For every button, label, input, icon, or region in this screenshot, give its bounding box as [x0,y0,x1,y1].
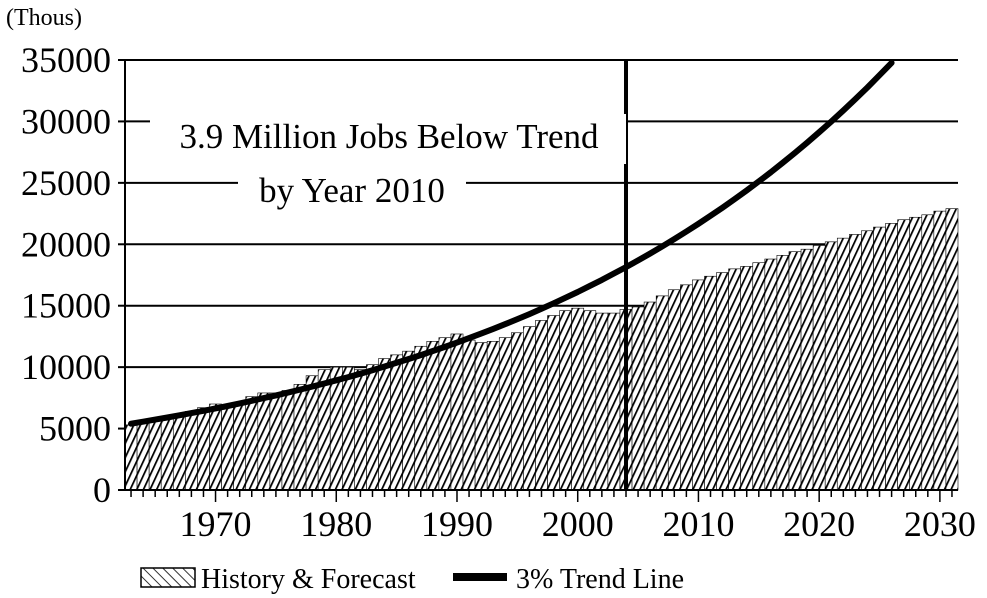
bar-1974 [257,392,271,491]
bar-1970 [209,403,222,491]
bar-2027 [897,219,911,491]
bar-2017 [776,255,790,491]
bar-1963 [124,424,138,491]
legend: History & Forecast 3% Trend Line [140,564,684,595]
bar-1992 [474,342,488,491]
bar-2013 [728,268,741,491]
bar-2003 [607,312,621,491]
bar-2016 [764,258,778,491]
bar-1999 [559,310,572,491]
x-tick-label-2020: 2020 [783,504,855,544]
bar-2000 [571,307,585,491]
bar-2020 [812,245,826,491]
bar-1968 [185,411,198,491]
bar-2021 [824,241,838,491]
bar-2001 [583,310,597,491]
bar-1996 [523,326,536,491]
bar-1966 [160,415,174,491]
bar-1978 [305,375,319,491]
bar-1987 [414,345,428,491]
bar-2009 [680,284,693,491]
bar-2022 [836,237,850,491]
bar-2008 [667,289,681,491]
x-tick-label-1990: 1990 [421,504,493,544]
y-tick-label-10000: 10000 [21,347,111,387]
y-tick-label-20000: 20000 [21,224,111,264]
bar-2023 [849,234,862,491]
x-tick-label-2000: 2000 [542,504,614,544]
bar-1986 [402,350,416,491]
y-tick-label-30000: 30000 [21,101,111,141]
bar-1969 [197,407,210,491]
y-tick-label-25000: 25000 [21,163,111,203]
bar-2028 [909,216,923,491]
bar-1972 [233,402,247,491]
bar-1975 [269,392,283,491]
bar-1998 [547,315,560,491]
bar-2029 [921,214,935,491]
y-tick-label-35000: 35000 [21,40,111,80]
bar-2010 [692,279,705,491]
bar-2031 [945,208,959,491]
bar-1991 [462,339,476,491]
legend-swatch-trend [453,573,507,581]
bar-2019 [800,248,814,491]
bar-1997 [535,320,548,491]
y-tick-label-0: 0 [93,470,111,510]
bar-2014 [740,266,754,491]
y-axis-ticks: 0 5000 10000 15000 20000 25000 30000 35000 [21,40,125,510]
bar-2011 [704,275,717,491]
bar-2030 [933,210,947,491]
x-tick-label-2030: 2030 [904,504,976,544]
annotation: 3.9 Million Jobs Below Trend by Year 201… [150,114,626,218]
bar-1989 [438,337,452,491]
annotation-line-1: 3.9 Million Jobs Below Trend [179,117,599,156]
bar-2006 [643,301,657,491]
annotation-background-2 [238,168,466,218]
legend-label-trend: 3% Trend Line [516,564,684,595]
bar-2024 [861,230,874,491]
y-tick-label-5000: 5000 [39,409,111,449]
trend-line-3pct [128,59,895,427]
bar-1983 [366,364,379,491]
x-tick-label-1970: 1970 [180,504,252,544]
bar-1976 [281,390,295,491]
bar-1982 [354,369,367,491]
y-unit-label: (Thous) [6,5,82,31]
history-forecast-bars [124,208,959,491]
bar-1965 [148,419,162,491]
x-tick-label-2010: 2010 [662,504,734,544]
legend-label-history: History & Forecast [201,564,416,595]
bar-1988 [426,341,440,491]
bar-1977 [293,384,307,491]
bar-2015 [752,262,766,491]
annotation-line-2: by Year 2010 [259,171,445,210]
bar-1964 [136,422,150,491]
bar-2007 [655,295,669,491]
bar-1971 [221,404,234,491]
bar-1973 [245,396,259,491]
bar-1993 [486,341,500,491]
x-tick-label-1980: 1980 [300,504,372,544]
bar-1985 [390,354,403,491]
bar-1967 [172,413,186,491]
annotation-background-1 [150,114,626,164]
bar-2025 [873,226,886,491]
bar-1980 [329,366,343,491]
bar-1990 [450,333,464,491]
bar-1994 [498,337,512,491]
bar-1995 [511,332,524,491]
y-tick-label-15000: 15000 [21,286,111,326]
bar-2012 [716,272,729,491]
legend-swatch-history [140,567,196,588]
bar-2026 [885,223,898,491]
bar-1984 [378,358,391,491]
bar-2018 [788,251,802,491]
bar-1981 [342,366,355,491]
bar-2005 [631,306,645,491]
bar-2002 [595,312,609,491]
x-axis-ticks: 1970 1980 1990 2000 2010 2020 2030 [130,490,976,544]
